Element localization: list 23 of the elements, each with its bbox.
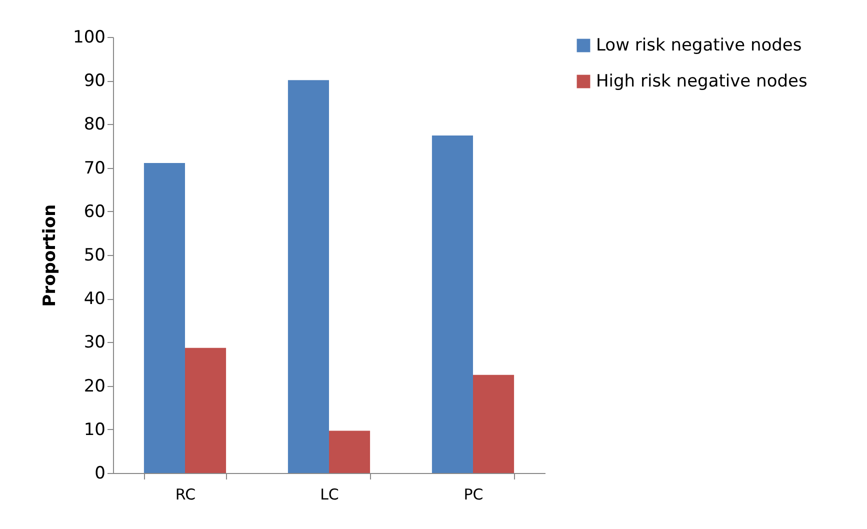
y-tick-label: 10 <box>84 420 106 440</box>
legend-label: High risk negative nodes <box>596 72 808 92</box>
y-tick-label: 70 <box>84 158 106 178</box>
bar <box>144 163 185 473</box>
bar <box>185 348 226 473</box>
y-tick-label: 20 <box>84 376 106 396</box>
bar <box>432 136 473 473</box>
y-tick-label: 0 <box>94 464 106 484</box>
x-tick-label: LC <box>320 486 339 504</box>
x-tick-label: PC <box>464 486 484 504</box>
y-tick-label: 90 <box>84 71 106 92</box>
bar <box>329 430 370 473</box>
y-tick-label: 50 <box>84 246 106 266</box>
y-tick-label: 80 <box>84 114 106 135</box>
legend-label: Low risk negative nodes <box>596 36 802 56</box>
bar <box>288 80 329 473</box>
x-tick-label: RC <box>175 486 196 504</box>
y-tick-label: 30 <box>84 332 106 353</box>
bar <box>473 374 514 473</box>
y-tick-label: 60 <box>84 202 106 222</box>
y-tick-label: 100 <box>73 28 106 48</box>
y-tick-label: 40 <box>84 289 106 310</box>
y-axis-title: Proportion <box>40 204 60 307</box>
